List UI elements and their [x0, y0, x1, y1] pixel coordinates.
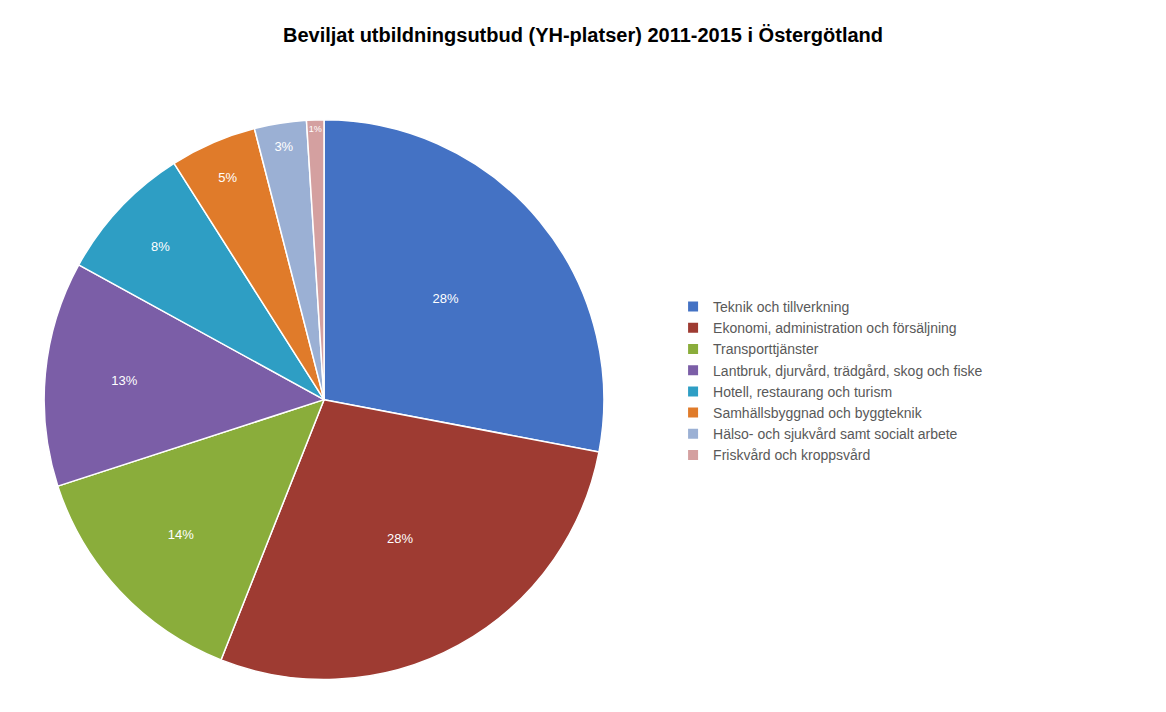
svg-text:5%: 5%: [218, 170, 237, 185]
svg-text:Samhällsbyggnad och byggteknik: Samhällsbyggnad och byggteknik: [713, 405, 923, 421]
svg-text:14%: 14%: [168, 527, 194, 542]
svg-text:3%: 3%: [274, 139, 293, 154]
svg-text:Teknik och tillverkning: Teknik och tillverkning: [713, 299, 849, 315]
svg-text:28%: 28%: [387, 531, 413, 546]
svg-text:Hälso- och sjukvård samt socia: Hälso- och sjukvård samt socialt arbete: [713, 426, 958, 442]
svg-text:1%: 1%: [309, 124, 322, 134]
svg-text:Lantbruk, djurvård, trädgård,: Lantbruk, djurvård, trädgård, skog och f…: [713, 363, 982, 379]
svg-text:Beviljat utbildningsutbud (YH-: Beviljat utbildningsutbud (YH-platser) 2…: [283, 24, 883, 46]
svg-text:8%: 8%: [151, 239, 170, 254]
svg-text:28%: 28%: [433, 291, 459, 306]
svg-text:Friskvård och kroppsvård: Friskvård och kroppsvård: [713, 447, 870, 463]
svg-text:Hotell, restaurang och turism: Hotell, restaurang och turism: [713, 384, 892, 400]
svg-text:13%: 13%: [111, 373, 137, 388]
svg-text:Ekonomi, administration och fö: Ekonomi, administration och försäljning: [713, 320, 957, 336]
svg-text:Transporttjänster: Transporttjänster: [713, 341, 819, 357]
